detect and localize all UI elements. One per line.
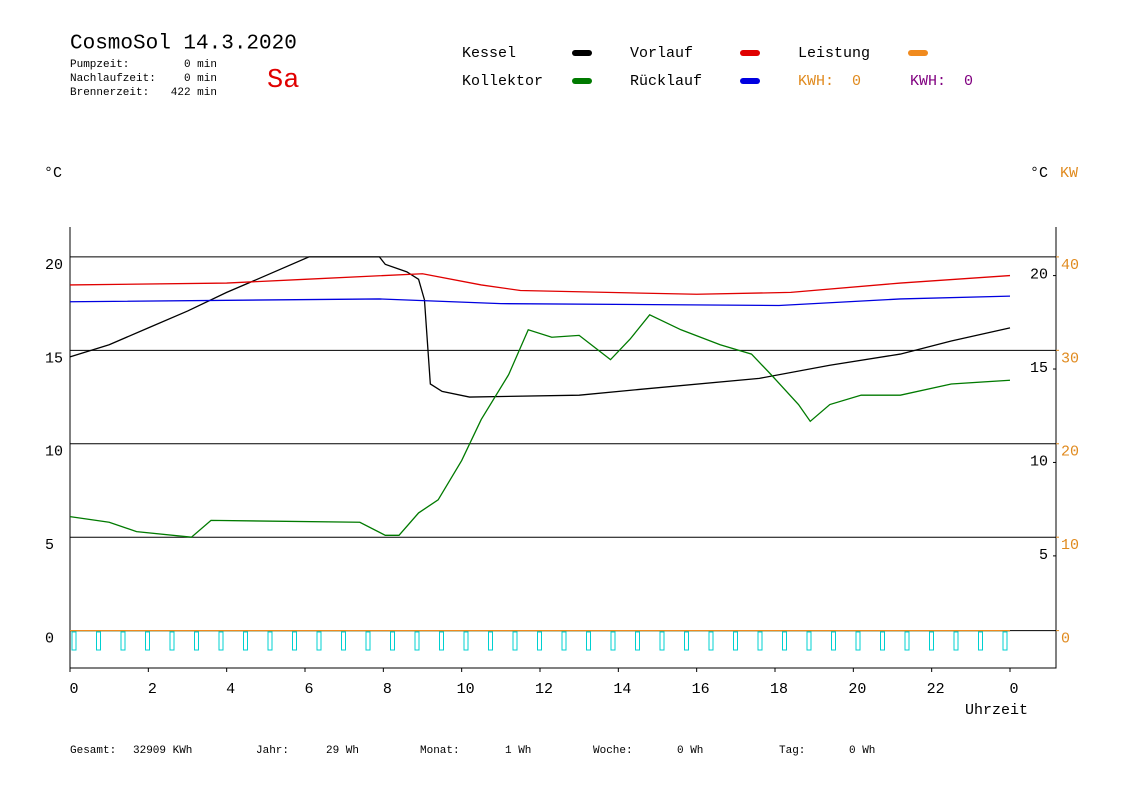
footer-value: 32909 KWh bbox=[133, 745, 192, 757]
kwh-label: KWH: bbox=[798, 73, 834, 90]
stat-label: Pumpzeit: bbox=[70, 59, 129, 71]
series-line bbox=[69, 295, 1011, 307]
x-tick-label: 6 bbox=[304, 681, 313, 698]
stat-value: 422 min bbox=[171, 87, 217, 99]
y3-tick-label: 0 bbox=[1061, 631, 1070, 648]
series-line bbox=[69, 273, 1011, 295]
stat-label: Brennerzeit: bbox=[70, 87, 149, 99]
series-line bbox=[69, 314, 1011, 538]
x-tick-label: 0 bbox=[69, 681, 78, 698]
y2-tick-label: 15 bbox=[1030, 360, 1048, 377]
y-tick-label: 5 bbox=[45, 537, 54, 554]
legend-label: Kollektor bbox=[462, 73, 543, 90]
footer-value: 1 Wh bbox=[505, 745, 531, 757]
y3-tick-label: 20 bbox=[1061, 444, 1079, 461]
x-tick-label: 22 bbox=[927, 681, 945, 698]
stat-label: Nachlaufzeit: bbox=[70, 73, 156, 85]
legend-swatch bbox=[572, 50, 592, 56]
title: CosmoSol 14.3.2020 bbox=[70, 33, 297, 56]
y3-axis-label: KW bbox=[1060, 165, 1078, 182]
x-tick-label: 8 bbox=[383, 681, 392, 698]
legend-swatch bbox=[908, 50, 928, 56]
y3-tick-label: 30 bbox=[1061, 350, 1079, 367]
y2-tick-label: 5 bbox=[1039, 547, 1048, 564]
series-line bbox=[69, 256, 1011, 398]
x-tick-label: 16 bbox=[692, 681, 710, 698]
y3-tick-label: 40 bbox=[1061, 257, 1079, 274]
y2-axis-label: °C bbox=[1030, 165, 1048, 182]
day: Sa bbox=[267, 66, 299, 96]
legend-label: Leistung bbox=[798, 45, 870, 62]
kwh-value: 0 bbox=[964, 73, 973, 90]
legend-label: Vorlauf bbox=[630, 45, 693, 62]
x-tick-label: 14 bbox=[613, 681, 631, 698]
axis-frame bbox=[69, 227, 1057, 669]
x-tick-label: 12 bbox=[535, 681, 553, 698]
y2-tick-label: 10 bbox=[1030, 453, 1048, 470]
x-axis-label: Uhrzeit bbox=[965, 702, 1028, 719]
kwh-value: 0 bbox=[852, 73, 861, 90]
y-tick-label: 10 bbox=[45, 444, 63, 461]
y3-tick-label: 10 bbox=[1061, 537, 1079, 554]
footer-label: Gesamt: bbox=[70, 745, 116, 757]
legend-label: Rücklauf bbox=[630, 73, 702, 90]
footer-value: 0 Wh bbox=[677, 745, 703, 757]
x-tick-label: 20 bbox=[848, 681, 866, 698]
y-tick-label: 15 bbox=[45, 350, 63, 367]
footer-label: Monat: bbox=[420, 745, 460, 757]
x-tick-label: 0 bbox=[1009, 681, 1018, 698]
footer-value: 29 Wh bbox=[326, 745, 359, 757]
y-tick-label: 20 bbox=[45, 257, 63, 274]
stat-value: 0 min bbox=[184, 73, 217, 85]
x-tick-label: 10 bbox=[457, 681, 475, 698]
y-axis-label: °C bbox=[44, 165, 62, 182]
kwh-label: KWH: bbox=[910, 73, 946, 90]
footer-label: Woche: bbox=[593, 745, 633, 757]
y2-tick-label: 20 bbox=[1030, 267, 1048, 284]
footer-label: Jahr: bbox=[256, 745, 289, 757]
x-tick-label: 4 bbox=[226, 681, 235, 698]
x-tick-label: 2 bbox=[148, 681, 157, 698]
x-tick-label: 18 bbox=[770, 681, 788, 698]
legend-swatch bbox=[572, 78, 592, 84]
legend-swatch bbox=[740, 78, 760, 84]
legend-swatch bbox=[740, 50, 760, 56]
stat-value: 0 min bbox=[184, 59, 217, 71]
pump-pulses bbox=[70, 631, 1010, 651]
footer-label: Tag: bbox=[779, 745, 805, 757]
legend-label: Kessel bbox=[462, 45, 516, 62]
footer-value: 0 Wh bbox=[849, 745, 875, 757]
y-tick-label: 0 bbox=[45, 631, 54, 648]
